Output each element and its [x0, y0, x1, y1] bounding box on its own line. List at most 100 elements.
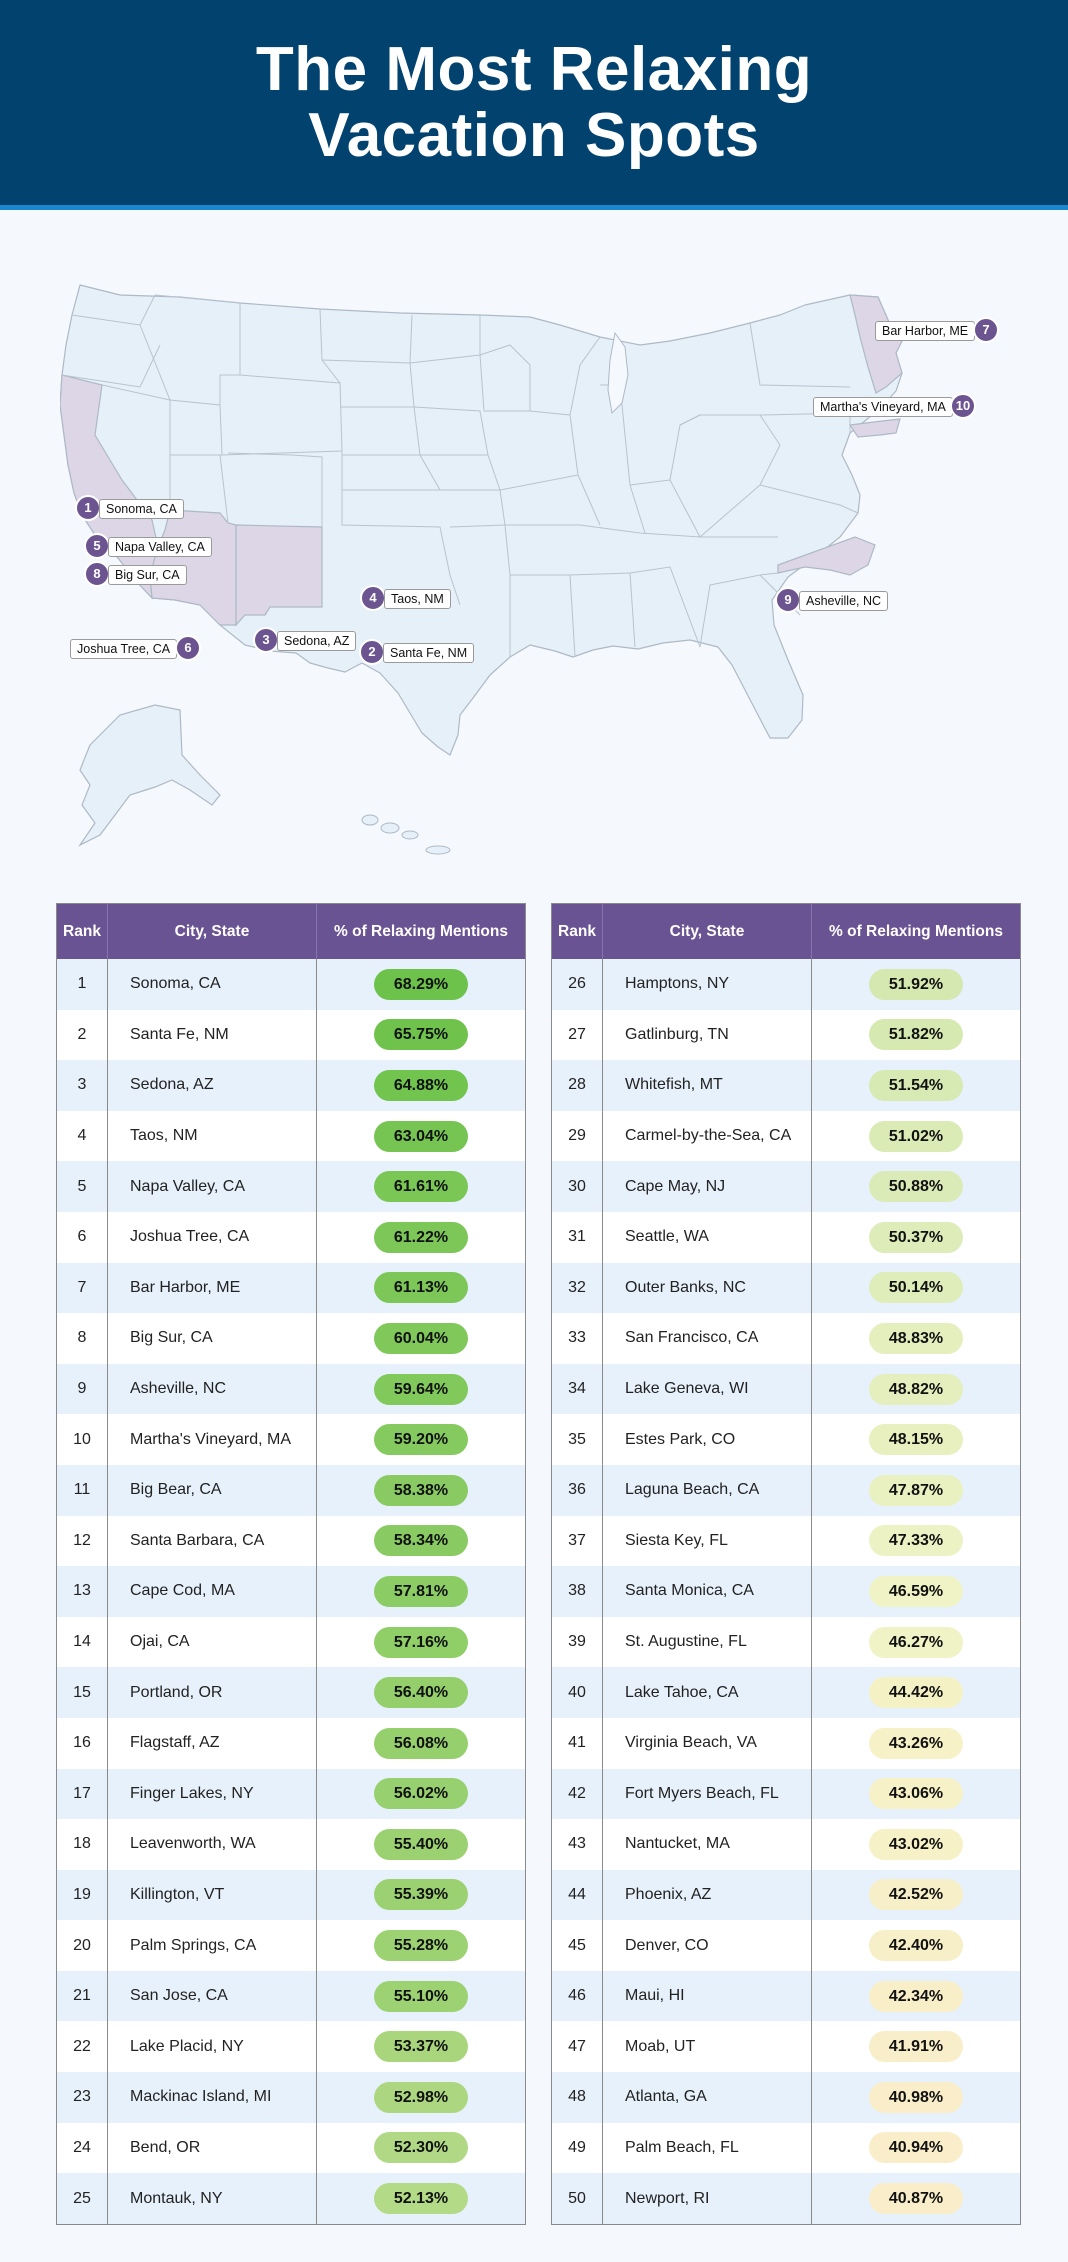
rank-cell: 4	[56, 1110, 108, 1162]
pct-pill: 55.28%	[374, 1930, 468, 1962]
pct-pill: 40.87%	[869, 2183, 963, 2215]
pct-cell: 53.37%	[316, 2021, 526, 2073]
pct-cell: 48.82%	[811, 1363, 1021, 1415]
rank-cell: 49	[551, 2122, 603, 2174]
map-marker-label: Sedona, AZ	[277, 631, 357, 651]
pct-pill: 48.15%	[869, 1424, 963, 1456]
city-cell: Santa Fe, NM	[107, 1009, 317, 1061]
pct-pill: 51.92%	[869, 968, 963, 1000]
rank-cell: 10	[56, 1414, 108, 1465]
city-cell: Gatlinburg, TN	[602, 1009, 812, 1061]
pct-cell: 60.04%	[316, 1313, 526, 1364]
pct-pill: 52.98%	[374, 2081, 468, 2113]
pct-cell: 59.64%	[316, 1363, 526, 1415]
table-row: 23 Mackinac Island, MI 52.98%	[56, 2072, 526, 2123]
pct-pill: 40.98%	[869, 2081, 963, 2113]
rank-cell: 28	[551, 1060, 603, 1111]
map-marker-badge: 2	[359, 639, 385, 665]
pct-cell: 55.10%	[316, 1970, 526, 2022]
city-cell: Cape May, NJ	[602, 1161, 812, 1212]
pct-pill: 42.40%	[869, 1930, 963, 1962]
rank-cell: 3	[56, 1060, 108, 1111]
city-cell: Whitefish, MT	[602, 1060, 812, 1111]
rank-cell: 24	[56, 2122, 108, 2174]
ranking-table-left: Rank City, State % of Relaxing Mentions …	[56, 903, 526, 2225]
rank-cell: 9	[56, 1363, 108, 1415]
table-row: 24 Bend, OR 52.30%	[56, 2122, 526, 2174]
city-cell: Palm Beach, FL	[602, 2122, 812, 2174]
pct-cell: 57.16%	[316, 1616, 526, 1668]
pct-cell: 50.37%	[811, 1211, 1021, 1263]
rank-cell: 20	[56, 1920, 108, 1971]
pct-pill: 50.37%	[869, 1221, 963, 1253]
table-row: 3 Sedona, AZ 64.88%	[56, 1060, 526, 1111]
table-row: 15 Portland, OR 56.40%	[56, 1667, 526, 1718]
pct-cell: 50.88%	[811, 1161, 1021, 1212]
city-cell: Napa Valley, CA	[107, 1161, 317, 1212]
city-cell: St. Augustine, FL	[602, 1616, 812, 1668]
map-marker-label: Martha's Vineyard, MA	[813, 397, 953, 417]
table-row: 14 Ojai, CA 57.16%	[56, 1616, 526, 1668]
rank-cell: 15	[56, 1667, 108, 1718]
table-row: 37 Siesta Key, FL 47.33%	[551, 1515, 1021, 1567]
table-row: 32 Outer Banks, NC 50.14%	[551, 1262, 1021, 1314]
table-row: 12 Santa Barbara, CA 58.34%	[56, 1515, 526, 1567]
rank-cell: 42	[551, 1768, 603, 1820]
map-marker-badge: 8	[84, 561, 110, 587]
rank-cell: 31	[551, 1211, 603, 1263]
pct-pill: 52.30%	[374, 2132, 468, 2164]
rank-cell: 17	[56, 1768, 108, 1820]
map-marker-badge: 1	[75, 495, 101, 521]
pct-cell: 47.87%	[811, 1464, 1021, 1516]
rank-cell: 48	[551, 2072, 603, 2123]
pct-pill: 51.54%	[869, 1069, 963, 1101]
rank-cell: 13	[56, 1566, 108, 1617]
pct-cell: 61.22%	[316, 1211, 526, 1263]
table-row: 21 San Jose, CA 55.10%	[56, 1970, 526, 2022]
new-mexico-highlight	[235, 524, 323, 627]
city-cell: Maui, HI	[602, 1970, 812, 2022]
rank-cell: 45	[551, 1920, 603, 1971]
rank-cell: 37	[551, 1515, 603, 1567]
table-row: 36 Laguna Beach, CA 47.87%	[551, 1464, 1021, 1516]
rank-cell: 18	[56, 1819, 108, 1870]
rank-cell: 29	[551, 1110, 603, 1162]
city-cell: Killington, VT	[107, 1869, 317, 1921]
page-title-line-2: Vacation Spots	[308, 100, 760, 170]
city-cell: Ojai, CA	[107, 1616, 317, 1668]
city-cell: San Francisco, CA	[602, 1313, 812, 1364]
rank-cell: 2	[56, 1009, 108, 1061]
table-row: 45 Denver, CO 42.40%	[551, 1920, 1021, 1971]
hawaii-shape	[361, 814, 451, 855]
pct-cell: 43.06%	[811, 1768, 1021, 1820]
city-cell: Seattle, WA	[602, 1211, 812, 1263]
rank-cell: 40	[551, 1667, 603, 1718]
us-map: 1 Sonoma, CA 5 Napa Valley, CA 8 Big Sur…	[60, 275, 1040, 855]
pct-pill: 44.42%	[869, 1677, 963, 1709]
pct-cell: 55.28%	[316, 1920, 526, 1971]
rank-cell: 34	[551, 1363, 603, 1415]
pct-header: % of Relaxing Mentions	[316, 903, 526, 959]
pct-cell: 47.33%	[811, 1515, 1021, 1567]
table-row: 41 Virginia Beach, VA 43.26%	[551, 1717, 1021, 1769]
table-row: 40 Lake Tahoe, CA 44.42%	[551, 1667, 1021, 1718]
ranking-table-right: Rank City, State % of Relaxing Mentions …	[551, 903, 1021, 2225]
table-row: 26 Hamptons, NY 51.92%	[551, 959, 1021, 1010]
pct-pill: 55.39%	[374, 1879, 468, 1911]
pct-cell: 50.14%	[811, 1262, 1021, 1314]
rank-cell: 22	[56, 2021, 108, 2073]
city-cell: Atlanta, GA	[602, 2072, 812, 2123]
city-cell: Moab, UT	[602, 2021, 812, 2073]
city-cell: Taos, NM	[107, 1110, 317, 1162]
table-row: 33 San Francisco, CA 48.83%	[551, 1313, 1021, 1364]
pct-pill: 47.87%	[869, 1474, 963, 1506]
pct-cell: 41.91%	[811, 2021, 1021, 2073]
pct-pill: 58.38%	[374, 1474, 468, 1506]
pct-cell: 42.34%	[811, 1970, 1021, 2022]
pct-cell: 55.39%	[316, 1869, 526, 1921]
table-row: 10 Martha's Vineyard, MA 59.20%	[56, 1414, 526, 1465]
table-row: 9 Asheville, NC 59.64%	[56, 1363, 526, 1415]
rank-cell: 12	[56, 1515, 108, 1567]
pct-cell: 51.82%	[811, 1009, 1021, 1061]
table-row: 17 Finger Lakes, NY 56.02%	[56, 1768, 526, 1820]
